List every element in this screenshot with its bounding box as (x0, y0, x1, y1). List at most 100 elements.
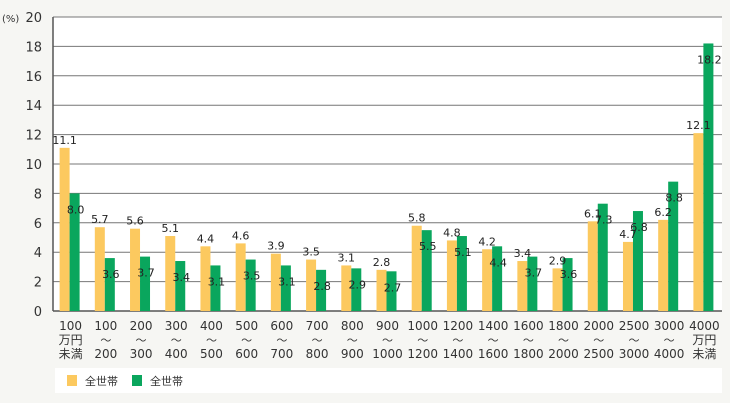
data-label-series-2: 2.8 (313, 280, 331, 293)
x-tick-label: 300 (130, 347, 153, 361)
x-tick-label: 800 (341, 319, 364, 333)
x-tick-label: 400 (200, 319, 223, 333)
x-tick-label: 万円 (692, 333, 716, 347)
x-tick-label: ～ (241, 334, 252, 347)
legend-item-series-2: 全世帯 (132, 373, 183, 389)
bar-series-1 (552, 268, 563, 311)
bar-chart: 02468101214161820(%)11.18.0100万円未満5.73.6… (2, 11, 722, 361)
bar-series-1 (94, 227, 105, 311)
data-label-series-2: 3.6 (560, 268, 578, 281)
bar-series-1 (376, 269, 387, 311)
data-label-series-2: 8.0 (67, 203, 85, 216)
data-label-series-1: 3.1 (338, 251, 356, 264)
legend-label: 全世帯 (85, 374, 118, 388)
data-label-series-1: 3.5 (302, 246, 320, 259)
data-label-series-1: 4.8 (443, 226, 461, 239)
data-label-series-2: 4.4 (489, 256, 507, 269)
data-label-series-1: 11.1 (52, 134, 77, 147)
data-label-series-1: 2.8 (373, 256, 391, 269)
y-tick-label: 6 (34, 217, 42, 232)
x-tick-label: 1200 (443, 319, 474, 333)
x-tick-label: 600 (235, 347, 258, 361)
y-tick-label: 8 (34, 187, 42, 202)
x-tick-label: 1800 (513, 347, 544, 361)
data-label-series-2: 7.3 (595, 214, 613, 227)
data-label-series-2: 3.7 (525, 267, 543, 280)
x-tick-label: ～ (523, 334, 534, 347)
x-tick-label: ～ (382, 334, 393, 347)
bar-series-1 (587, 221, 598, 311)
bar-series-2 (421, 230, 432, 311)
x-tick-label: 3000 (619, 347, 650, 361)
x-tick-label: ～ (276, 334, 287, 347)
y-tick-label: 18 (25, 40, 42, 55)
x-tick-label: 500 (200, 347, 223, 361)
bar-series-2 (668, 181, 679, 311)
bar-series-1 (130, 228, 141, 311)
y-tick-label: 0 (34, 305, 42, 320)
x-tick-label: 500 (235, 319, 258, 333)
bar-series-1 (446, 240, 457, 311)
bar-series-1 (517, 261, 528, 311)
bar-series-1 (411, 225, 422, 311)
bar-series-1 (482, 249, 493, 311)
legend-swatch (132, 375, 142, 386)
x-tick-label: 1800 (548, 319, 579, 333)
x-tick-label: 700 (270, 347, 293, 361)
bar-series-2 (351, 268, 362, 311)
x-tick-label: ～ (593, 334, 604, 347)
data-label-series-2: 18.2 (697, 53, 722, 66)
x-tick-label: 2000 (548, 347, 579, 361)
x-tick-label: 1600 (478, 347, 509, 361)
data-label-series-1: 12.1 (686, 119, 711, 132)
y-tick-label: 20 (25, 11, 42, 26)
x-tick-label: ～ (312, 334, 323, 347)
x-tick-label: ～ (628, 334, 639, 347)
x-tick-label: 700 (306, 319, 329, 333)
x-tick-label: ～ (558, 334, 569, 347)
bar-series-1 (658, 219, 669, 311)
bar-series-2 (703, 43, 714, 312)
x-tick-label: ～ (136, 334, 147, 347)
x-tick-label: 3000 (654, 319, 685, 333)
x-tick-label: ～ (417, 334, 428, 347)
bar-series-2 (492, 246, 503, 311)
data-label-series-2: 8.8 (665, 192, 683, 205)
legend: 全世帯 全世帯 (55, 368, 722, 393)
x-tick-label: 1400 (443, 347, 474, 361)
data-label-series-1: 5.7 (91, 213, 109, 226)
x-tick-label: 1000 (407, 319, 438, 333)
data-label-series-1: 2.9 (549, 254, 567, 267)
y-axis-label: (%) (2, 14, 19, 25)
x-tick-label: 200 (130, 319, 153, 333)
bar-series-2 (104, 258, 115, 311)
data-label-series-1: 4.4 (197, 232, 215, 245)
data-label-series-2: 6.8 (630, 221, 648, 234)
bar-series-2 (210, 265, 221, 311)
x-tick-label: ～ (100, 334, 111, 347)
x-tick-label: 100 (59, 319, 82, 333)
data-label-series-1: 4.7 (619, 228, 637, 241)
data-label-series-2: 2.7 (384, 281, 402, 294)
x-tick-label: 1400 (478, 319, 509, 333)
data-label-series-1: 5.8 (408, 212, 426, 225)
bar-series-2 (386, 271, 397, 311)
x-tick-label: 600 (270, 319, 293, 333)
bar-series-2 (69, 193, 80, 311)
bar-series-1 (200, 246, 211, 311)
data-label-series-1: 5.1 (161, 222, 179, 235)
bar-series-1 (622, 241, 633, 311)
x-tick-label: ～ (664, 334, 675, 347)
x-tick-label: 400 (165, 347, 188, 361)
x-tick-label: 300 (165, 319, 188, 333)
x-tick-label: 4000 (689, 319, 720, 333)
bar-series-2 (562, 258, 573, 311)
bar-series-1 (165, 236, 176, 311)
legend-swatch (67, 375, 77, 386)
x-tick-label: 2500 (619, 319, 650, 333)
x-tick-label: 2000 (583, 319, 614, 333)
bar-series-2 (597, 203, 608, 311)
bar-series-2 (175, 261, 186, 311)
x-tick-label: 2500 (583, 347, 614, 361)
data-label-series-1: 4.6 (232, 229, 250, 242)
